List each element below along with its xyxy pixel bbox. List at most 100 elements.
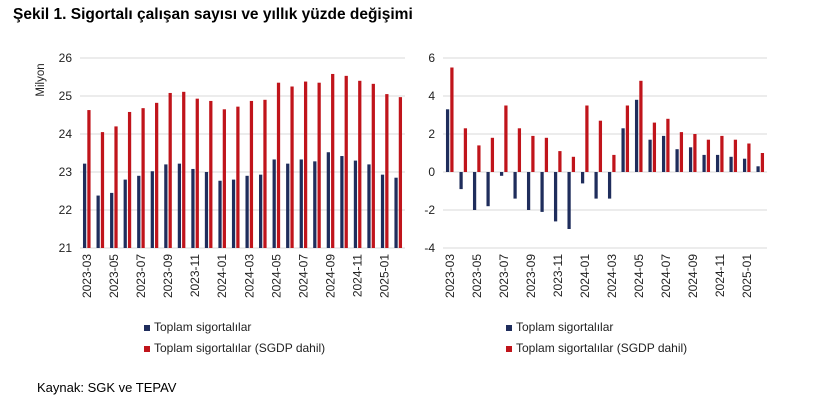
right-bar-toplam [621, 128, 625, 172]
left-xtick-label: 2023-07 [134, 254, 148, 298]
left-bar-toplam [326, 152, 330, 248]
left-bar-sgdp [168, 92, 172, 249]
left-bar-sgdp [155, 102, 159, 248]
right-bar-toplam [742, 158, 747, 172]
left-y-axis-label: Milyon [35, 63, 47, 96]
right-bar-toplam [580, 172, 585, 184]
left-ytick-label: 26 [59, 51, 73, 65]
right-bar-sgdp [760, 153, 765, 172]
left-bar-toplam [286, 163, 290, 248]
left-bar-sgdp [398, 97, 403, 248]
left-bar-sgdp [195, 98, 199, 248]
right-bar-toplam [648, 139, 652, 172]
right-xtick-label: 2023-05 [470, 254, 484, 298]
right-bar-toplam [472, 172, 477, 210]
right-bar-toplam [634, 99, 639, 172]
right-bar-sgdp [571, 156, 576, 172]
left-legend-swatch [144, 325, 150, 331]
left-xtick-label: 2025-01 [378, 254, 392, 298]
left-bar-toplam [137, 175, 141, 248]
right-bar-sgdp [652, 122, 657, 172]
left-bar-sgdp [263, 99, 267, 248]
left-bar-toplam [340, 156, 344, 248]
left-bar-toplam [231, 179, 236, 248]
left-bar-toplam [123, 179, 127, 248]
left-bar-sgdp [344, 75, 348, 248]
left-xtick-label: 2023-03 [80, 254, 94, 298]
right-legend-swatch [506, 325, 512, 331]
left-ytick-label: 21 [59, 241, 73, 255]
right-bar-sgdp [558, 151, 562, 172]
right-bar-sgdp [679, 132, 684, 172]
right-xtick-label: 2023-09 [524, 254, 538, 298]
right-bar-toplam [499, 172, 504, 176]
left-bar-sgdp [236, 106, 240, 248]
right-ytick-label: -2 [424, 203, 435, 217]
left-bar-sgdp [317, 82, 321, 248]
right-bar-sgdp [544, 137, 549, 172]
left-bar-sgdp [358, 80, 362, 248]
right-bar-toplam [513, 172, 517, 199]
left-bar-sgdp [303, 81, 308, 248]
left-bar-toplam [177, 163, 182, 248]
source-note: Kaynak: SGK ve TEPAV [37, 380, 177, 395]
right-bar-sgdp [666, 118, 670, 172]
left-ytick-label: 25 [59, 89, 73, 103]
figure-title: Şekil 1. Sigortalı çalışan sayısı ve yıl… [13, 6, 413, 23]
right-xtick-label: 2024-05 [632, 254, 646, 298]
left-bar-sgdp [182, 91, 186, 248]
left-xtick-label: 2024-03 [242, 254, 256, 298]
right-bar-sgdp [706, 139, 711, 172]
right-bar-sgdp [517, 128, 522, 172]
left-bar-sgdp [209, 100, 213, 248]
right-bar-sgdp [531, 135, 535, 172]
left-ytick-label: 23 [59, 165, 73, 179]
left-bar-sgdp [114, 126, 118, 248]
left-bar-toplam [96, 195, 100, 248]
right-bar-sgdp [720, 135, 724, 172]
left-bar-toplam [394, 177, 398, 248]
left-bar-toplam [218, 180, 222, 248]
right-bar-toplam [607, 172, 612, 199]
left-bar-sgdp [290, 86, 294, 248]
left-xtick-label: 2024-05 [269, 254, 283, 298]
left-xtick-label: 2023-11 [188, 254, 202, 297]
left-xtick-label: 2024-09 [324, 254, 338, 298]
right-xtick-label: 2024-09 [686, 254, 700, 298]
left-legend-label: Toplam sigortalılar [154, 320, 251, 334]
left-bar-toplam [299, 159, 303, 248]
left-ytick-label: 24 [59, 127, 73, 141]
left-bar-sgdp [371, 83, 375, 248]
left-bar-toplam [259, 174, 263, 248]
right-bar-toplam [729, 156, 733, 172]
right-ytick-label: 4 [428, 89, 435, 103]
left-bar-toplam [353, 160, 358, 248]
left-bar-toplam [367, 164, 371, 248]
left-xtick-label: 2023-09 [161, 254, 175, 298]
right-bar-toplam [675, 149, 679, 172]
left-bar-sgdp [331, 73, 335, 249]
right-bar-toplam [540, 172, 544, 212]
right-bar-toplam [661, 135, 666, 172]
right-bar-toplam [486, 172, 490, 207]
right-bar-toplam [756, 166, 760, 172]
chart-employee-count: 21 22 23 24 25 26 Milyon 2023-03 2023-05 2023-07 2… [35, 51, 405, 355]
right-xtick-label: 2023-03 [443, 254, 457, 298]
right-bar-sgdp [625, 105, 630, 172]
left-bar-sgdp [276, 82, 281, 248]
right-xtick-label: 2023-11 [551, 254, 565, 297]
left-bar-sgdp [249, 100, 254, 248]
right-bar-sgdp [733, 139, 738, 172]
left-legend-label: Toplam sigortalılar (SGDP dahil) [154, 341, 325, 355]
right-bar-sgdp [612, 154, 616, 172]
left-bar-sgdp [385, 94, 389, 248]
left-xtick-label: 2024-01 [215, 254, 229, 298]
left-bar-sgdp [141, 108, 145, 248]
right-legend-label: Toplam sigortalılar (SGDP dahil) [516, 341, 687, 355]
right-bar-toplam [567, 172, 571, 229]
right-bar-toplam [445, 109, 450, 172]
right-bar-sgdp [639, 80, 643, 172]
right-bar-sgdp [463, 128, 468, 172]
right-ytick-label: 6 [428, 51, 435, 65]
right-bar-toplam [715, 154, 720, 172]
